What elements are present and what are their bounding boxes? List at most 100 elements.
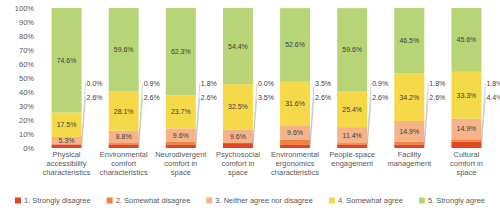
legend-item: 3. Neither agree nor disagree <box>206 196 313 205</box>
data-label: 62.3% <box>171 48 191 55</box>
data-label: 46.5% <box>399 37 419 44</box>
bar-segment <box>451 139 481 142</box>
category-label: Neurodivergentcomfort inspace <box>155 150 207 177</box>
tick-label: 10% <box>19 130 34 139</box>
bar-segment <box>109 144 139 148</box>
leader-line <box>253 98 257 146</box>
data-label: 8.8% <box>116 133 132 140</box>
bar-segment <box>337 127 367 143</box>
data-label: 2.6% <box>144 94 160 101</box>
bar-segment <box>166 128 196 141</box>
data-label: 2.6% <box>429 94 445 101</box>
data-label: 59.6% <box>342 46 362 53</box>
data-label: 25.4% <box>342 106 362 113</box>
bar-segment <box>109 143 139 144</box>
data-label: 2.6% <box>201 94 217 101</box>
legend-label: 2. Somewhat disagree <box>116 196 191 205</box>
legend-swatch <box>419 198 425 204</box>
category-label: Environmentalergonomicscharacteristics <box>271 150 319 177</box>
bar-segment <box>223 130 253 143</box>
category-label: Environmentalcomfortcharacteristics <box>100 150 148 177</box>
leader-line <box>196 98 200 147</box>
leader-line <box>367 84 371 144</box>
legend-item: 5. Strongly agree <box>419 196 485 205</box>
bar-segment <box>394 8 424 73</box>
data-label: 32.5% <box>228 103 248 110</box>
data-label: 3.5% <box>258 94 274 101</box>
bar-segment <box>280 82 310 126</box>
data-label: 1.8% <box>201 80 217 87</box>
leader-line <box>481 98 485 145</box>
bar-segment <box>52 112 82 137</box>
tick-mark <box>35 36 38 37</box>
data-label: 3.5% <box>315 80 331 87</box>
data-label: 4.4% <box>486 94 500 101</box>
tick-mark <box>35 8 38 9</box>
bar-segment <box>166 142 196 145</box>
data-label: 54.4% <box>228 43 248 50</box>
data-label: 2.6% <box>315 94 331 101</box>
leader-line <box>424 98 428 147</box>
legend-label: 4. Somewhat agree <box>338 196 403 205</box>
bar-segment <box>280 126 310 139</box>
bar-segment <box>280 139 310 144</box>
legend-item: 1. Strongly disagree <box>15 196 91 205</box>
bar-segment <box>394 121 424 142</box>
legend-item: 2. Somewhat disagree <box>107 196 191 205</box>
tick-mark <box>35 106 38 107</box>
bar-segment <box>337 8 367 91</box>
data-label: 45.6% <box>457 36 477 43</box>
data-label: 34.2% <box>399 94 419 101</box>
leader-line <box>424 84 428 144</box>
data-label: 0.0% <box>87 80 103 87</box>
bar-segment <box>280 8 310 82</box>
leader-line <box>310 98 314 147</box>
legend: 1. Strongly disagree 2. Somewhat disagree… <box>15 196 485 205</box>
bar-segment <box>109 91 139 130</box>
tick-label: 40% <box>19 88 34 97</box>
tick-label: 30% <box>19 102 34 111</box>
data-label: 11.4% <box>343 132 362 139</box>
legend-swatch <box>107 198 113 204</box>
data-label: 9.6% <box>173 132 189 139</box>
data-label: 0.9% <box>144 80 160 87</box>
legend-label: 1. Strongly disagree <box>24 196 91 205</box>
tick-mark <box>35 22 38 23</box>
tick-label: 50% <box>19 74 34 83</box>
leader-line <box>139 98 143 147</box>
data-label: 14.9% <box>457 125 477 132</box>
data-label: 5.3% <box>59 137 75 144</box>
tick-label: 0% <box>23 144 34 153</box>
category-label: Facilitymanagement <box>387 150 432 168</box>
data-label: 74.6% <box>57 57 77 64</box>
category-label: People-spaceengagement <box>329 150 375 168</box>
data-label: 28.1% <box>114 108 134 115</box>
leader-line <box>253 84 257 144</box>
data-label: 1.8% <box>429 80 445 87</box>
category-label: Psychosocialcomfort inspace <box>216 150 260 177</box>
data-label: 2.6% <box>372 94 388 101</box>
tick-label: 100% <box>15 4 35 13</box>
bar-segment <box>52 137 82 144</box>
tick-mark <box>35 78 38 79</box>
leader-line <box>139 84 143 144</box>
tick-label: 70% <box>19 46 34 55</box>
bars <box>52 8 482 148</box>
bar-segment <box>337 92 367 128</box>
bar-segment <box>223 8 253 84</box>
bar-segment <box>451 118 481 139</box>
bar-segment <box>223 143 253 148</box>
data-label: 33.3% <box>457 92 477 99</box>
legend-swatch <box>15 198 21 204</box>
data-label: 1.8% <box>486 80 500 87</box>
bar-segment <box>109 8 139 91</box>
bar-segment <box>394 144 424 148</box>
bar-segment <box>166 95 196 128</box>
bar-segment <box>166 144 196 148</box>
bar-segment <box>451 8 481 72</box>
tick-mark <box>35 120 38 121</box>
legend-swatch <box>329 198 335 204</box>
category-label: Physicalaccessibilitycharacteristics <box>43 150 91 177</box>
tick-label: 80% <box>19 32 34 41</box>
leader-line <box>82 84 86 145</box>
